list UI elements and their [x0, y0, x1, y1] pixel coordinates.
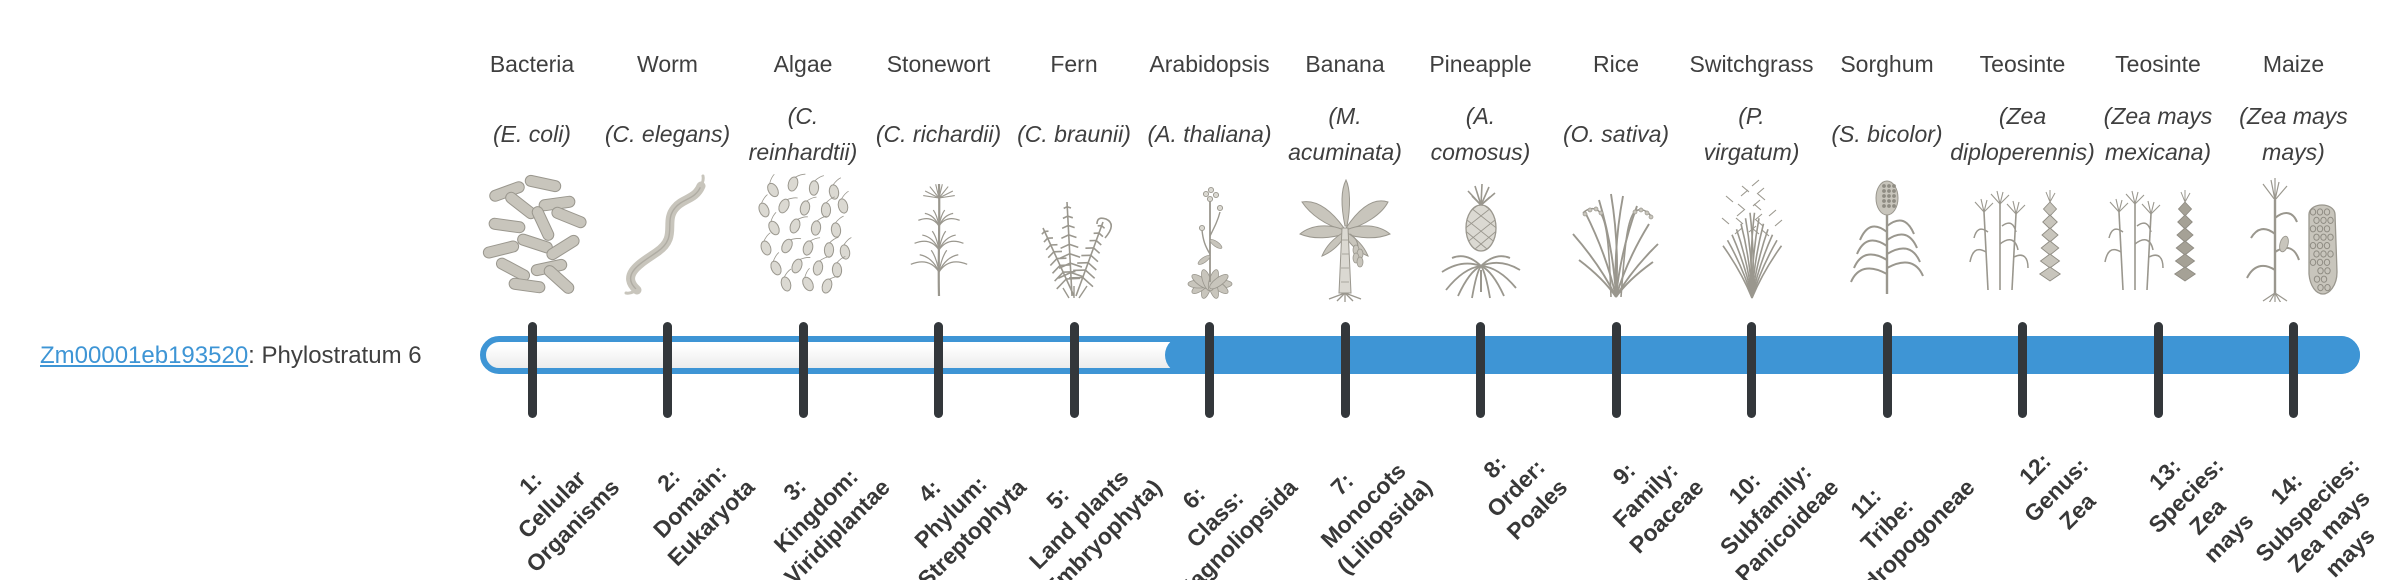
- stratum-tick: [2018, 322, 2027, 418]
- stratum-top-label: Arabidopsis (A. thaliana): [1125, 46, 1295, 178]
- arabidopsis-icon: [1145, 168, 1275, 302]
- organism-name: Worm: [637, 51, 698, 77]
- stratum-top-label: Pineapple (A. comosus): [1396, 46, 1566, 178]
- organism-name: Banana: [1305, 51, 1385, 77]
- organism-species: (Zea diploperennis): [1950, 103, 2095, 165]
- stratum-top-label: Fern (C. braunii): [989, 46, 1159, 178]
- phylostratum-text: : Phylostratum 6: [248, 342, 422, 369]
- organism-name: Sorghum: [1840, 51, 1934, 77]
- bacteria-icon: [467, 168, 597, 302]
- stonewort-icon: [874, 168, 1004, 302]
- stratum-tick: [1476, 322, 1485, 418]
- stratum-taxon-label: 9: Family: Poaceae: [1607, 457, 1709, 559]
- maize-icon: [2229, 168, 2359, 302]
- organism-name: Maize: [2262, 51, 2325, 77]
- organism-species: (P. virgatum): [1703, 103, 1800, 165]
- stratum-taxon-label: 7: Monocots (Liliopsida): [1315, 457, 1438, 579]
- stratum-taxon-label: 1: Cellular Organisms: [512, 465, 625, 578]
- organism-species: (O. sativa): [1562, 121, 1670, 147]
- teosinte-diploperennis-icon: [1958, 168, 2088, 302]
- stratum-top-label: Bacteria (E. coli): [447, 46, 617, 178]
- banana-icon: [1280, 168, 1410, 302]
- stratum-taxon-label: 2: Domain: Eukaryota: [648, 459, 760, 571]
- stratum-taxon-label: 3: Kingdom: Viridiplantae: [769, 463, 896, 580]
- stratum-top-label: Banana (M. acuminata): [1260, 46, 1430, 178]
- organism-species: (C. elegans): [604, 121, 731, 147]
- stratum-tick: [1882, 322, 1892, 418]
- organism-species: (Zea mays mays): [2239, 103, 2348, 165]
- stratum-top-label: Teosinte (Zea diploperennis): [1938, 46, 2108, 178]
- stratum-tick: [1747, 322, 1756, 418]
- stratum-taxon-label: 12: Genus: Zea: [2014, 447, 2101, 535]
- stratum-tick: [527, 322, 537, 418]
- organism-species: (A. thaliana): [1147, 121, 1272, 147]
- organism-species: (C. richardii): [875, 121, 1002, 147]
- stratum-tick: [1205, 322, 1214, 418]
- organism-species: (M. acuminata): [1288, 103, 1402, 165]
- organism-name: Teosinte: [1979, 51, 2066, 77]
- organism-species: (C. braunii): [1017, 121, 1131, 147]
- organism-species: (A. comosus): [1430, 103, 1531, 165]
- stratum-top-label: Sorghum (S. bicolor): [1802, 46, 1972, 178]
- stratum-taxon-label: 8: Order: Poales: [1478, 450, 1573, 545]
- organism-name: Algae: [773, 51, 833, 77]
- stratum-tick: [2153, 322, 2163, 418]
- worm-icon: [603, 168, 733, 302]
- rice-icon: [1551, 168, 1681, 302]
- stratum-top-label: Teosinte (Zea mays mexicana): [2073, 46, 2243, 178]
- stratum-tick: [2289, 322, 2298, 418]
- organism-name: Teosinte: [2115, 51, 2201, 77]
- organism-name: Switchgrass: [1689, 51, 1814, 77]
- stratum-top-label: Maize (Zea mays mays): [2209, 46, 2379, 178]
- organism-name: Fern: [1050, 51, 1098, 77]
- algae-icon: [738, 168, 868, 302]
- stratum-tick: [798, 322, 808, 418]
- organism-species: (S. bicolor): [1831, 121, 1943, 147]
- stratum-top-label: Algae (C. reinhardtii): [718, 46, 888, 178]
- teosinte-mexicana-icon: [2093, 168, 2223, 302]
- sorghum-icon: [1822, 168, 1952, 302]
- stratum-top-label: Worm (C. elegans): [583, 46, 753, 178]
- stratum-top-label: Switchgrass (P. virgatum): [1667, 46, 1837, 178]
- organism-name: Bacteria: [489, 51, 575, 77]
- stratum-tick: [663, 322, 672, 418]
- pineapple-icon: [1416, 168, 1546, 302]
- organism-species: (C. reinhardtii): [748, 103, 858, 165]
- switchgrass-icon: [1687, 168, 1817, 302]
- organism-name: Arabidopsis: [1149, 51, 1270, 77]
- gene-label: Zm00001eb193520: Phylostratum 6: [40, 341, 422, 371]
- gene-link[interactable]: Zm00001eb193520: [40, 342, 249, 369]
- stratum-tick: [934, 322, 943, 418]
- organism-name: Stonewort: [886, 51, 991, 77]
- organism-species: (E. coli): [493, 121, 571, 147]
- stratum-taxon-label: 14: Subspecies: Zea mays mays: [2250, 452, 2380, 580]
- stratum-top-label: Stonewort (C. richardii): [854, 46, 1024, 178]
- organism-name: Rice: [1592, 51, 1639, 77]
- organism-name: Pineapple: [1429, 51, 1532, 77]
- stratum-top-label: Rice (O. sativa): [1531, 46, 1701, 178]
- stratum-tick: [1069, 322, 1079, 418]
- stratum-tick: [1340, 322, 1350, 418]
- fern-icon: [1009, 168, 1139, 302]
- stratum-tick: [1611, 322, 1621, 418]
- organism-species: (Zea mays mexicana): [2103, 103, 2213, 165]
